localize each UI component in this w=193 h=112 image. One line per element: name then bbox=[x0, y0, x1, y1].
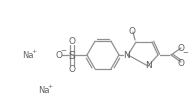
Text: O: O bbox=[56, 51, 63, 60]
Text: O: O bbox=[69, 65, 75, 74]
Text: N: N bbox=[145, 61, 151, 70]
Text: O: O bbox=[69, 37, 75, 46]
Text: N: N bbox=[123, 51, 129, 60]
Text: Na: Na bbox=[22, 51, 34, 60]
Text: −: − bbox=[60, 48, 66, 54]
Text: O: O bbox=[178, 44, 185, 53]
Text: +: + bbox=[47, 84, 52, 89]
Text: O: O bbox=[129, 26, 135, 35]
Text: O: O bbox=[178, 58, 185, 67]
Text: S: S bbox=[69, 51, 75, 60]
Text: −: − bbox=[182, 50, 188, 56]
Text: +: + bbox=[31, 49, 36, 54]
Text: Na: Na bbox=[38, 86, 49, 95]
